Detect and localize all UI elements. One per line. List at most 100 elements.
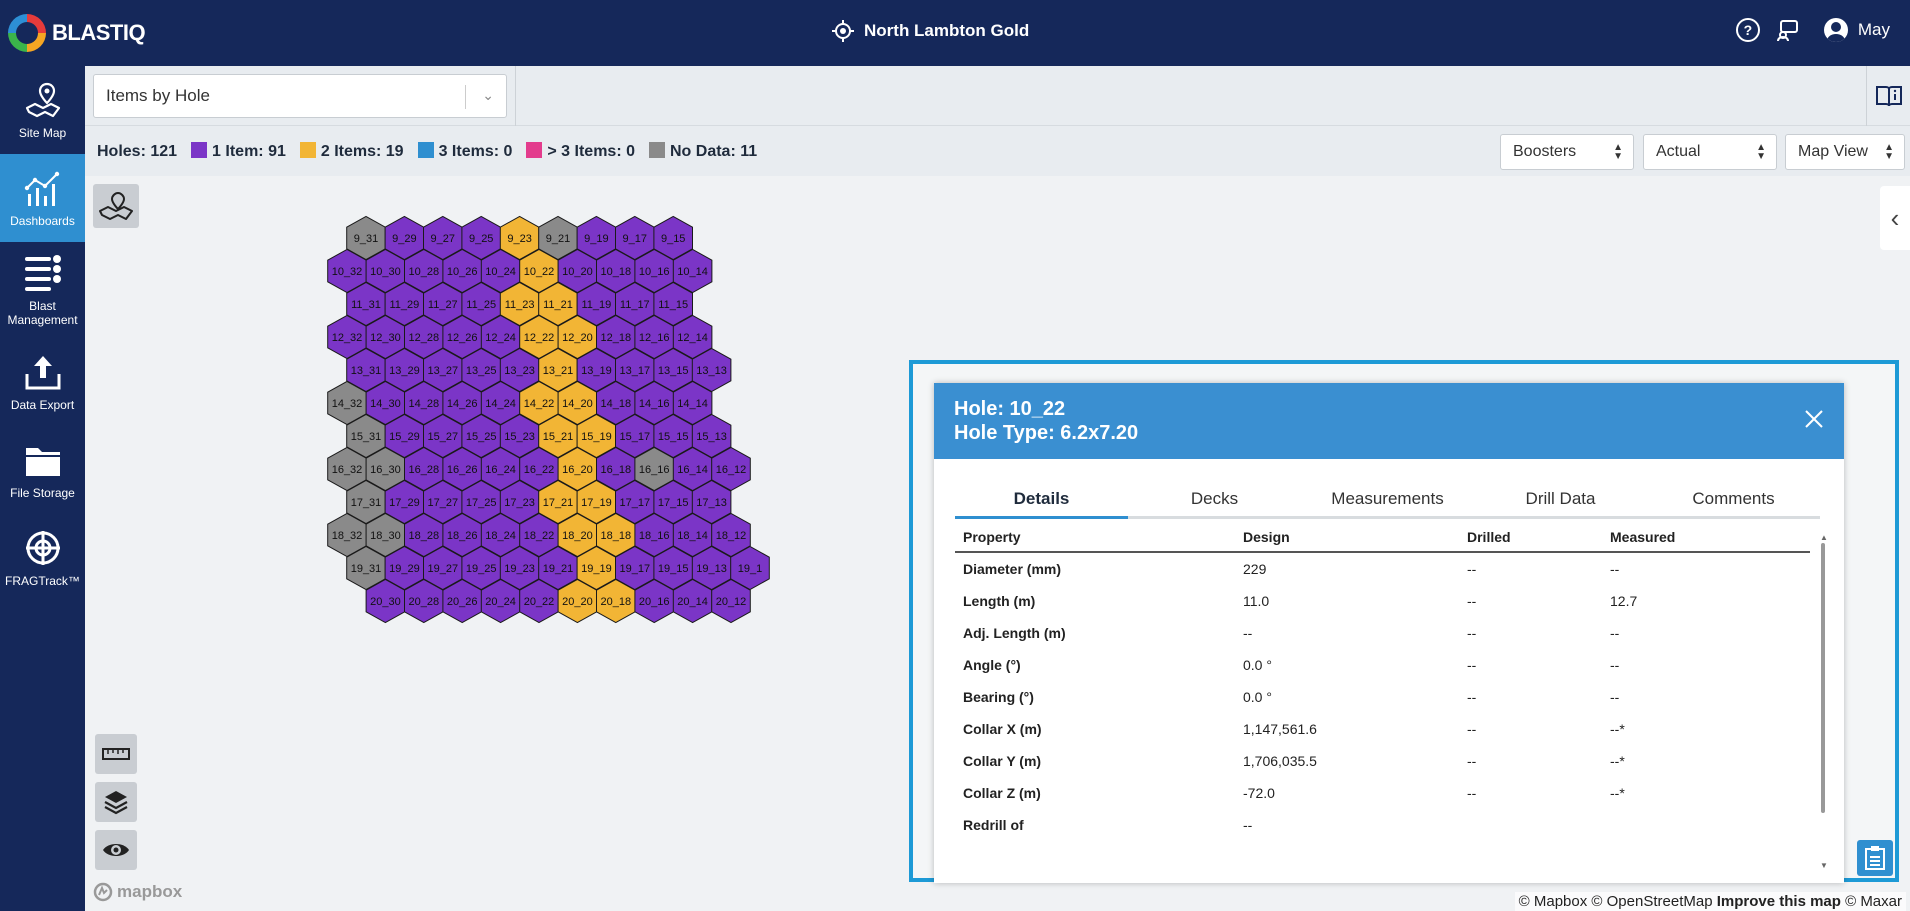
hole-13_19[interactable]: 13_19 <box>576 347 617 393</box>
hole-16_20[interactable]: 16_20 <box>557 446 598 492</box>
hole-12_26[interactable]: 12_26 <box>442 314 482 360</box>
hole-19_27[interactable]: 19_27 <box>423 545 463 591</box>
tab-measurements[interactable]: Measurements <box>1331 489 1444 508</box>
hole-13_13[interactable]: 13_13 <box>691 347 732 393</box>
hole-14_24[interactable]: 14_24 <box>480 380 521 426</box>
scroll-down-icon[interactable]: ▼ <box>1820 861 1828 870</box>
hole-10_16[interactable]: 10_16 <box>634 248 674 294</box>
attribution-maxar[interactable]: © Maxar <box>1845 893 1902 910</box>
hole-14_30[interactable]: 14_30 <box>365 380 406 426</box>
tab-decks[interactable]: Decks <box>1190 489 1239 508</box>
hole-13_21[interactable]: 13_21 <box>538 347 578 393</box>
sidebar-item-fragtrack[interactable]: FRAGTrack™ <box>0 514 85 602</box>
attribution-mapbox[interactable]: © Mapbox <box>1518 893 1588 910</box>
hole-18_28[interactable]: 18_28 <box>404 512 444 558</box>
hole-20_22[interactable]: 20_22 <box>519 578 559 624</box>
attribution-improve-map[interactable]: Improve this map <box>1716 893 1841 910</box>
hole-13_17[interactable]: 13_17 <box>615 347 655 393</box>
visibility-button[interactable] <box>95 830 137 870</box>
hole-20_24[interactable]: 20_24 <box>480 578 521 624</box>
hole-20_14[interactable]: 20_14 <box>672 578 713 624</box>
hole-15_23[interactable]: 15_23 <box>499 413 540 459</box>
hole-12_22[interactable]: 12_22 <box>519 314 559 360</box>
hole-16_28[interactable]: 16_28 <box>404 446 444 492</box>
hole-19_31[interactable]: 19_31 <box>346 545 386 591</box>
map-style-button[interactable] <box>93 184 139 228</box>
hole-9_19[interactable]: 9_19 <box>576 215 617 261</box>
hole-17_21[interactable]: 17_21 <box>538 479 578 525</box>
tab-comments[interactable]: Comments <box>1692 489 1775 508</box>
sidebar-item-data-export[interactable]: Data Export <box>0 338 85 426</box>
table-scrollbar[interactable]: ▲ ▼ <box>1820 533 1828 873</box>
items-by-hole-select[interactable]: Items by Hole ⌄ <box>93 74 507 118</box>
hole-20_28[interactable]: 20_28 <box>404 578 444 624</box>
legend-book-button[interactable] <box>1866 66 1910 126</box>
hole-14_32[interactable]: 14_32 <box>327 380 367 426</box>
hole-19_19[interactable]: 19_19 <box>576 545 617 591</box>
hole-10_14[interactable]: 10_14 <box>672 248 713 294</box>
hole-18_22[interactable]: 18_22 <box>519 512 559 558</box>
hole-14_26[interactable]: 14_26 <box>442 380 482 426</box>
hole-label: 11_31 <box>351 299 381 311</box>
map-view-dropdown[interactable]: Map View ▲ ▼ <box>1785 134 1905 170</box>
column-header-design: Design <box>1243 529 1290 545</box>
site-selector[interactable]: North Lambton Gold <box>832 20 1029 42</box>
popup-notes-button[interactable] <box>1857 840 1893 876</box>
hole-19_1[interactable]: 19_1 <box>730 545 770 591</box>
scroll-up-icon[interactable]: ▲ <box>1820 533 1828 542</box>
hole-hexagon[interactable] <box>711 446 751 492</box>
scrollbar-thumb[interactable] <box>1821 543 1825 813</box>
hole-15_21[interactable]: 15_21 <box>538 413 578 459</box>
collapse-panel-button[interactable]: ‹ <box>1880 186 1910 250</box>
sidebar-item-blast-management[interactable]: Blast Management <box>0 242 85 338</box>
hole-10_20[interactable]: 10_20 <box>557 248 598 294</box>
hole-20_16[interactable]: 20_16 <box>634 578 674 624</box>
close-icon[interactable] <box>1802 407 1826 431</box>
boosters-dropdown[interactable]: Boosters ▲ ▼ <box>1500 134 1634 170</box>
hole-15_13[interactable]: 15_13 <box>691 413 732 459</box>
hole-15_15[interactable]: 15_15 <box>653 413 693 459</box>
tab-details[interactable]: Details <box>955 479 1128 519</box>
layers-button[interactable] <box>95 782 137 822</box>
actual-dropdown[interactable]: Actual ▲ ▼ <box>1643 134 1777 170</box>
user-menu[interactable]: May <box>1823 18 1890 42</box>
sidebar-item-dashboards[interactable]: Dashboards <box>0 154 85 242</box>
help-icon[interactable]: ? <box>1735 18 1760 42</box>
support-chat-icon[interactable] <box>1776 18 1800 42</box>
hole-19_17[interactable]: 19_17 <box>615 545 655 591</box>
tab-drill-data[interactable]: Drill Data <box>1525 489 1596 508</box>
hole-16_24[interactable]: 16_24 <box>480 446 521 492</box>
hole-label: 18_30 <box>370 530 401 542</box>
hole-20_18[interactable]: 20_18 <box>596 578 636 624</box>
attribution-osm[interactable]: © OpenStreetMap <box>1591 893 1713 910</box>
hole-18_18[interactable]: 18_18 <box>596 512 636 558</box>
hole-18_14[interactable]: 18_14 <box>672 512 713 558</box>
hole-15_17[interactable]: 15_17 <box>615 413 655 459</box>
hole-18_24[interactable]: 18_24 <box>480 512 521 558</box>
measure-tool-button[interactable] <box>95 734 137 774</box>
hole-11_31[interactable]: 11_31 <box>346 281 386 327</box>
hole-16_30[interactable]: 16_30 <box>365 446 406 492</box>
hole-16_26[interactable]: 16_26 <box>442 446 482 492</box>
hole-17_31[interactable]: 17_31 <box>346 479 386 525</box>
hole-16_12[interactable]: 16_12 <box>711 446 751 492</box>
sidebar-item-file-storage[interactable]: File Storage <box>0 426 85 514</box>
hole-hexagon[interactable] <box>672 248 713 294</box>
hole-15_19[interactable]: 15_19 <box>576 413 617 459</box>
blastiq-logo[interactable]: BLASTIQ <box>8 14 146 52</box>
hole-18_26[interactable]: 18_26 <box>442 512 482 558</box>
hole-11_17[interactable]: 11_17 <box>615 281 655 327</box>
hole-19_23[interactable]: 19_23 <box>499 545 540 591</box>
hole-10_26[interactable]: 10_26 <box>442 248 482 294</box>
hole-17_17[interactable]: 17_17 <box>615 479 655 525</box>
hole-18_12[interactable]: 18_12 <box>711 512 751 558</box>
hole-20_30[interactable]: 20_30 <box>365 578 406 624</box>
hole-20_12[interactable]: 20_12 <box>711 578 751 624</box>
hole-18_16[interactable]: 18_16 <box>634 512 674 558</box>
hole-20_20[interactable]: 20_20 <box>557 578 598 624</box>
hole-hexagon[interactable] <box>711 578 751 624</box>
sidebar-item-site-map[interactable]: Site Map <box>0 66 85 154</box>
map-attribution: © Mapbox © OpenStreetMap Improve this ma… <box>1514 892 1906 911</box>
mapbox-logo[interactable]: mapbox <box>93 882 182 902</box>
hole-17_23[interactable]: 17_23 <box>499 479 540 525</box>
